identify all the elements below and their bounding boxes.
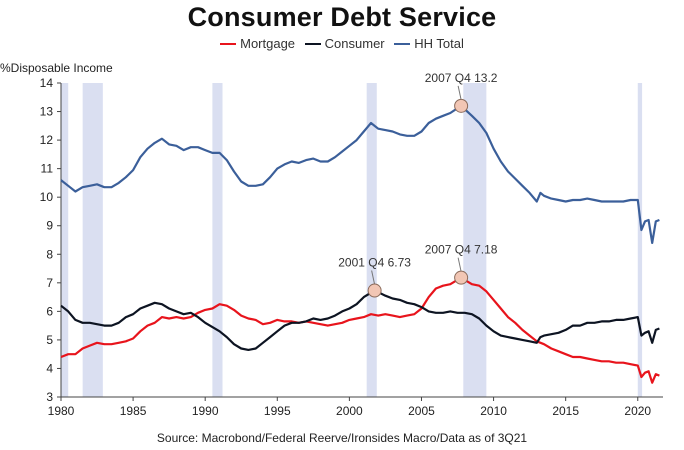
annotations: 2007 Q4 13.2 2007 Q4 7.18 2001 Q4 6.73 <box>338 71 498 298</box>
y-tick-label-14: 14 <box>40 76 54 90</box>
x-tick-label-1995: 1995 <box>264 404 291 418</box>
y-tick-label-10: 10 <box>40 190 54 204</box>
legend-swatch-hh-total <box>394 42 411 45</box>
annotation-marker-1 <box>454 270 469 285</box>
annotation-leader-0 <box>457 85 462 100</box>
x-tick-label-2005: 2005 <box>408 404 435 418</box>
series-line-consumer <box>60 289 660 351</box>
x-tick-label-2015: 2015 <box>552 404 579 418</box>
recession-band-3 <box>366 83 377 397</box>
legend-label-consumer: Consumer <box>324 36 385 51</box>
y-tick-label-7: 7 <box>46 276 53 290</box>
x-tick-label-2010: 2010 <box>480 404 507 418</box>
legend-swatch-mortgage <box>220 42 237 45</box>
x-tick-label-2000: 2000 <box>336 404 363 418</box>
legend-item-mortgage: Mortgage <box>220 36 295 51</box>
legend-swatch-consumer <box>304 42 321 45</box>
legend: Mortgage Consumer HH Total <box>0 36 684 51</box>
y-tick-label-5: 5 <box>46 333 53 347</box>
source-note: Source: Macrobond/Federal Reerve/Ironsid… <box>156 431 528 445</box>
y-tick-label-8: 8 <box>46 247 53 261</box>
series-line-mortgage <box>60 276 660 384</box>
x-tick-label-1990: 1990 <box>192 404 219 418</box>
annotation-label-1: 2007 Q4 7.18 <box>425 243 498 257</box>
legend-label-mortgage: Mortgage <box>240 36 296 51</box>
x-tick-label-1985: 1985 <box>120 404 147 418</box>
y-axis-label: %Disposable Income <box>0 61 113 75</box>
y-tick-label-9: 9 <box>46 219 53 233</box>
recession-band-1 <box>82 83 103 397</box>
annotation-marker-0 <box>454 98 469 113</box>
annotation-label-2: 2001 Q4 6.73 <box>338 256 411 270</box>
recession-band-2 <box>212 83 223 397</box>
legend-label-hh-total: HH Total <box>414 36 464 51</box>
y-tick-label-12: 12 <box>40 133 54 147</box>
legend-item-consumer: Consumer <box>304 36 385 51</box>
annotation-leader-1 <box>457 257 462 272</box>
recession-band-4 <box>463 83 487 397</box>
x-tick-label-1980: 1980 <box>48 404 75 418</box>
recession-band-0 <box>61 83 69 397</box>
annotation-marker-2 <box>367 283 382 298</box>
axes: 3 4 5 6 7 8 9 10 11 12 13 14 1980 1985 1990 1995 2000 200… <box>40 76 663 418</box>
annotation-leader-2 <box>371 270 376 285</box>
annotation-label-0: 2007 Q4 13.2 <box>425 71 498 85</box>
recession-band-5 <box>637 83 643 397</box>
y-tick-label-3: 3 <box>46 390 53 404</box>
x-tick-label-2020: 2020 <box>624 404 651 418</box>
series-lines <box>60 104 660 384</box>
y-tick-label-6: 6 <box>46 304 53 318</box>
y-tick-label-13: 13 <box>40 105 54 119</box>
legend-item-hh-total: HH Total <box>394 36 464 51</box>
series-line-hh-total <box>60 104 660 244</box>
y-tick-label-4: 4 <box>46 361 53 375</box>
chart-title: Consumer Debt Service <box>187 2 497 32</box>
y-tick-label-11: 11 <box>41 162 54 176</box>
